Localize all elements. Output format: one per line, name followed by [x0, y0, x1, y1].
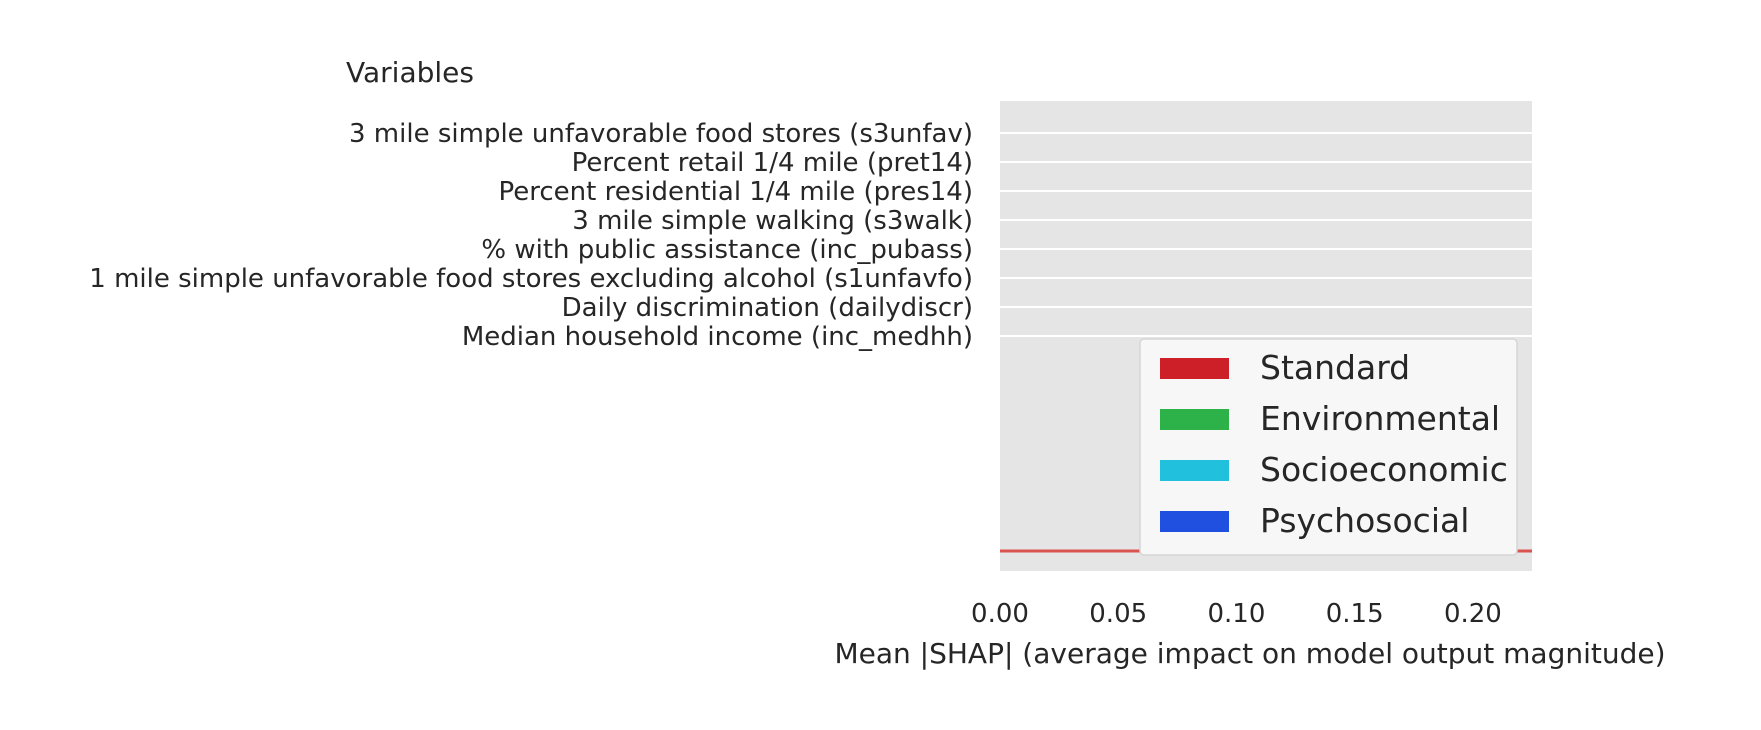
legend-swatch	[1160, 358, 1229, 379]
legend-label: Environmental	[1260, 399, 1500, 438]
x-tick-label: 0.10	[1207, 599, 1265, 629]
x-axis-title: Mean |SHAP| (average impact on model out…	[834, 637, 1665, 670]
x-tick-label: 0.15	[1326, 599, 1384, 629]
legend: Standard Environmental Socioeconomic Psycho…	[1139, 338, 1518, 556]
x-tick-label: 0.20	[1444, 599, 1502, 629]
y-axis-title: Variables	[346, 56, 474, 89]
legend-swatch	[1160, 409, 1229, 430]
y-tick-label: % with public assistance (inc_pubass)	[481, 235, 973, 265]
y-tick-label: Percent residential 1/4 mile (pres14)	[499, 177, 973, 207]
legend-label: Psychosocial	[1260, 501, 1469, 540]
y-tick-labels: 3 mile simple unfavorable food stores (s…	[89, 119, 973, 352]
y-tick-label: 3 mile simple unfavorable food stores (s…	[349, 119, 973, 149]
x-tick-label: 0.00	[971, 599, 1029, 629]
y-tick-label: Percent retail 1/4 mile (pret14)	[572, 148, 973, 178]
legend-swatch	[1160, 460, 1229, 481]
y-tick-label: Daily discrimination (dailydiscr)	[562, 293, 973, 323]
gridlines	[1000, 132, 1532, 337]
x-tick-labels: 0.00 0.05 0.10 0.15 0.20	[971, 599, 1502, 629]
y-tick-label: 1 mile simple unfavorable food stores ex…	[89, 264, 973, 294]
legend-label: Socioeconomic	[1260, 450, 1508, 489]
legend-frame	[1139, 338, 1518, 556]
legend-label: Standard	[1260, 348, 1410, 387]
y-tick-label: 3 mile simple walking (s3walk)	[572, 206, 973, 236]
x-tick-label: 0.05	[1089, 599, 1147, 629]
y-tick-label: Median household income (inc_medhh)	[462, 322, 973, 352]
legend-swatch	[1160, 511, 1229, 532]
